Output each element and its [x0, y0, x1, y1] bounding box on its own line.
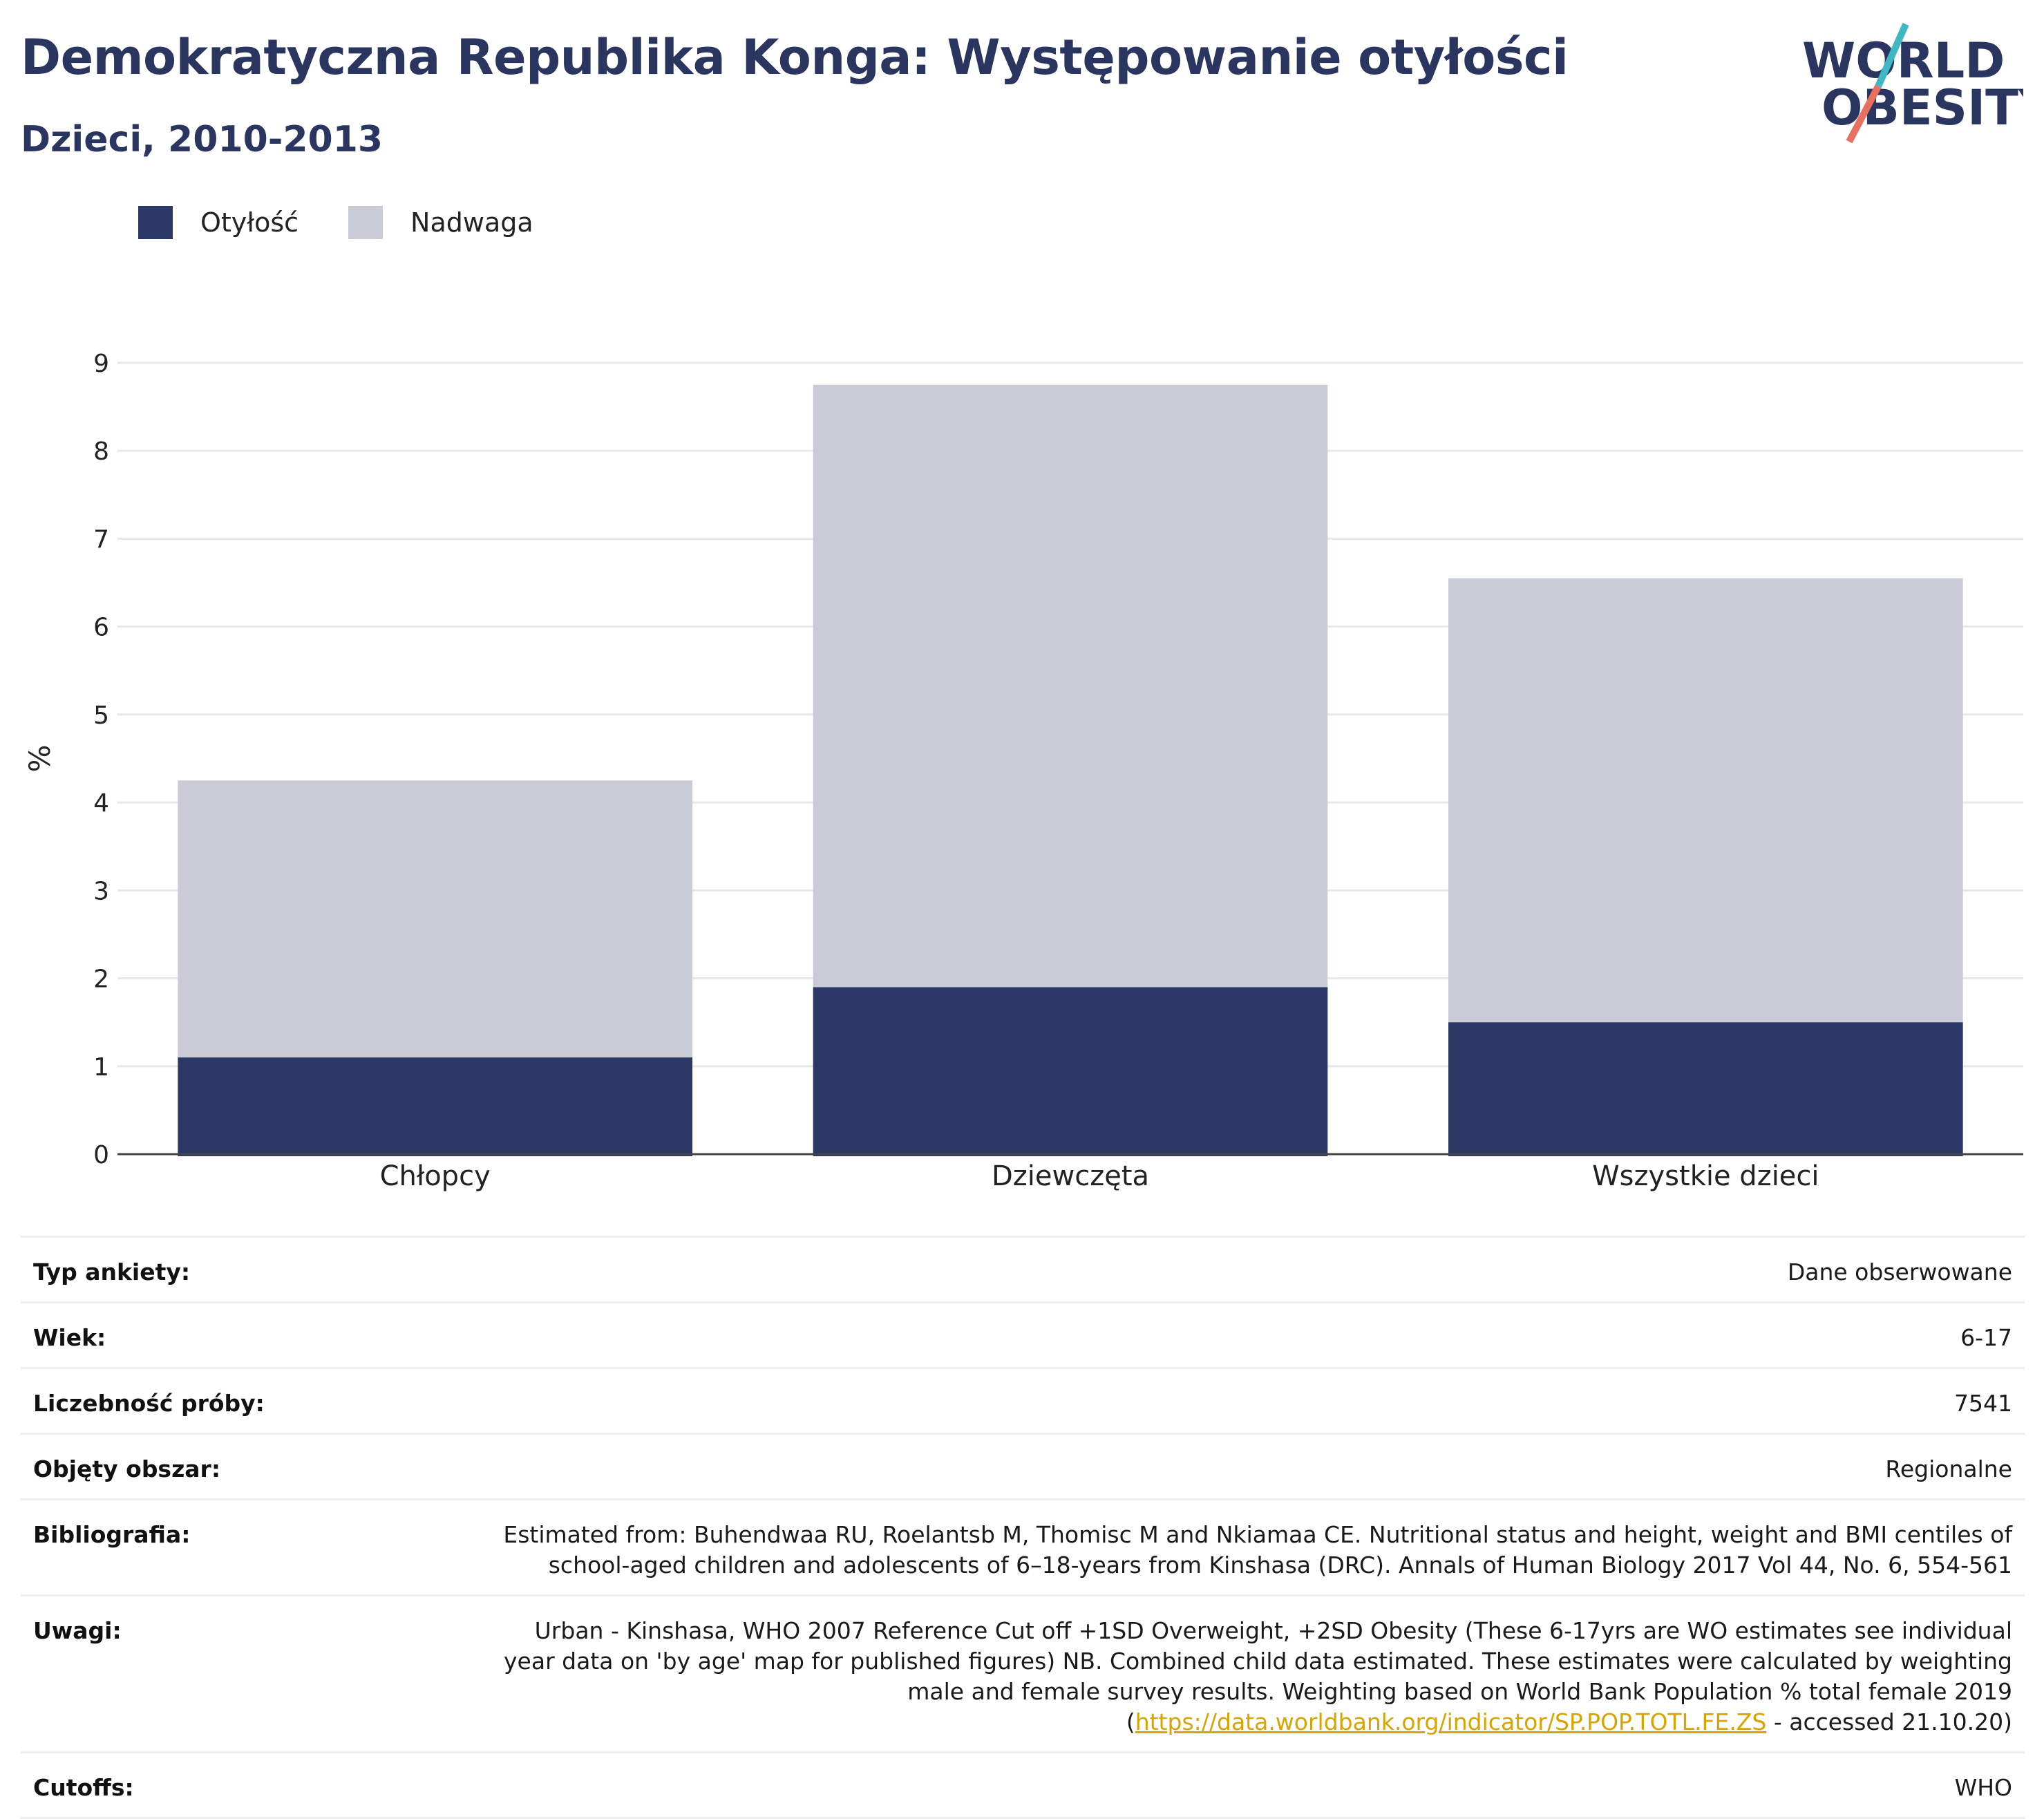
info-value: WHO: [1954, 1774, 2012, 1801]
y-tick-label: 9: [93, 350, 109, 378]
info-key: Uwagi:: [33, 1617, 122, 1644]
y-tick-label: 1: [93, 1053, 109, 1082]
info-key: Liczebność próby:: [33, 1390, 265, 1417]
info-value: Estimated from: Buhendwaa RU, Roelantsb …: [503, 1521, 2012, 1578]
worldbank-link[interactable]: https://data.worldbank.org/indicator/SP.…: [1135, 1708, 1767, 1735]
y-axis-title: %: [23, 745, 57, 773]
bar-obesity-2: [813, 987, 1328, 1156]
info-key: Cutoffs:: [33, 1774, 134, 1801]
page-title: Demokratyczna Republika Konga: Występowa…: [21, 29, 1569, 86]
legend-swatch-obesity: [138, 206, 173, 239]
info-row-sample-size: Liczebność próby: 7541: [21, 1367, 2025, 1433]
y-tick-label: 7: [93, 525, 109, 554]
legend-label-overweight: Nadwaga: [410, 207, 533, 238]
info-key: Wiek:: [33, 1324, 106, 1351]
bar-overweight-3: [1448, 578, 1963, 1023]
legend-swatch-overweight: [348, 206, 384, 239]
info-value-notes: Urban - Kinshasa, WHO 2007 Reference Cut…: [492, 1616, 2012, 1737]
info-key: Typ ankiety:: [33, 1259, 191, 1285]
info-value: Regionalne: [1885, 1455, 2012, 1482]
logo-line1: WORLD: [1802, 32, 2005, 89]
bar-overweight-2: [813, 384, 1328, 988]
y-tick-label: 8: [93, 437, 109, 466]
legend-item-obesity[interactable]: Otyłość: [138, 206, 299, 239]
logo-line2: OBESITY: [1821, 79, 2023, 136]
info-value: 7541: [1954, 1390, 2012, 1417]
y-tick-label: 3: [93, 877, 109, 905]
info-row-notes: Uwagi: Urban - Kinshasa, WHO 2007 Refere…: [21, 1594, 2025, 1751]
chart-legend: Otyłość Nadwaga: [138, 206, 583, 239]
info-value: 6-17: [1960, 1324, 2012, 1351]
notes-text-after: - accessed 21.10.20): [1766, 1708, 2012, 1735]
bar-overweight-1: [178, 780, 692, 1058]
x-category-label: Chłopcy: [380, 1160, 491, 1192]
info-row-bibliography: Bibliografia: Estimated from: Buhendwaa …: [21, 1498, 2025, 1594]
info-row-area: Objęty obszar: Regionalne: [21, 1433, 2025, 1498]
info-key: Bibliografia:: [33, 1521, 191, 1548]
info-value: Dane obserwowane: [1787, 1259, 2012, 1285]
bar-obesity-3: [1448, 1022, 1963, 1156]
y-tick-label: 5: [93, 701, 109, 730]
x-category-label: Dziewczęta: [992, 1160, 1149, 1192]
logo-slash-coral: [1846, 84, 1882, 144]
info-row-survey-type: Typ ankiety: Dane obserwowane: [21, 1236, 2025, 1301]
y-tick-label: 0: [93, 1141, 109, 1169]
world-obesity-logo: WORLD OBESITY: [1802, 22, 2023, 144]
x-category-label: Wszystkie dzieci: [1592, 1160, 1819, 1192]
notes-text: Urban - Kinshasa, WHO 2007 Reference Cut…: [504, 1617, 2012, 1735]
y-tick-label: 6: [93, 614, 109, 642]
info-row-cutoffs: Cutoffs: WHO: [21, 1751, 2025, 1819]
page-subtitle: Dzieci, 2010-2013: [21, 119, 384, 160]
stacked-bar-chart: 0 1 2 3 4 5 6 7 8 9% Chłopcy Dziewczęta Wszystkie dz…: [23, 350, 2023, 1192]
info-table: Typ ankiety: Dane obserwowane Wiek: 6-17…: [21, 1236, 2025, 1819]
logo-slash-teal: [1875, 22, 1909, 88]
legend-item-overweight[interactable]: Nadwaga: [348, 206, 533, 239]
y-tick-label: 4: [93, 789, 109, 818]
y-tick-label: 2: [93, 965, 109, 994]
legend-label-obesity: Otyłość: [200, 207, 299, 238]
info-key: Objęty obszar:: [33, 1455, 221, 1482]
bar-obesity-1: [178, 1057, 692, 1156]
info-row-age: Wiek: 6-17: [21, 1301, 2025, 1367]
